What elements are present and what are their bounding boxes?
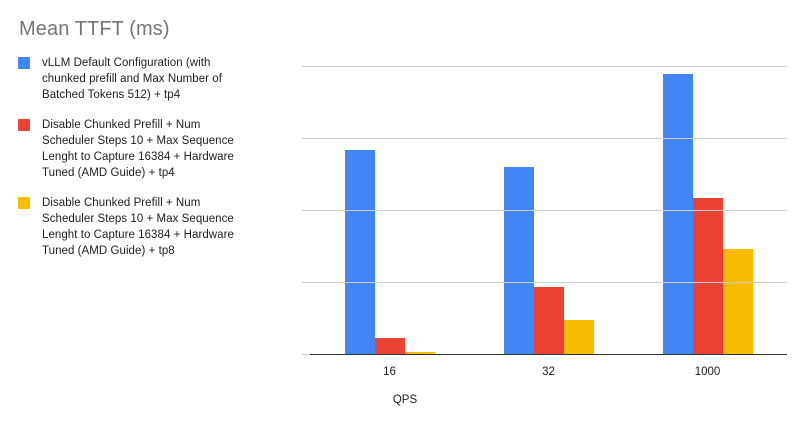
bar[interactable]	[662, 73, 693, 354]
x-tick-label: 32	[542, 366, 555, 378]
bar-group	[503, 66, 594, 354]
x-tick-label: 16	[383, 366, 396, 378]
gridline	[310, 66, 787, 67]
gridline	[310, 210, 787, 211]
gridline	[310, 138, 787, 139]
x-tick-label: 1000	[694, 366, 721, 378]
legend-swatch-icon	[18, 57, 30, 69]
bar-group	[662, 66, 753, 354]
bar[interactable]	[503, 167, 534, 354]
bar[interactable]	[404, 352, 435, 354]
bar[interactable]	[374, 337, 405, 354]
bar[interactable]	[722, 248, 753, 354]
legend-item[interactable]: Disable Chunked Prefill + Num Scheduler …	[18, 117, 243, 181]
x-axis-baseline	[304, 353, 787, 355]
legend-item-label: vLLM Default Configuration (with chunked…	[42, 57, 222, 101]
y-tick-mark	[302, 282, 310, 283]
legend-item[interactable]: vLLM Default Configuration (with chunked…	[18, 55, 243, 103]
legend-swatch-icon	[18, 197, 30, 209]
legend-item-label: Disable Chunked Prefill + Num Scheduler …	[42, 197, 234, 257]
bar[interactable]	[533, 286, 564, 354]
legend-swatch-icon	[18, 119, 30, 131]
x-axis-title: QPS	[392, 394, 418, 406]
legend-item[interactable]: Disable Chunked Prefill + Num Scheduler …	[18, 195, 243, 259]
y-tick-mark	[302, 66, 310, 67]
y-tick-mark	[302, 138, 310, 139]
bar-group	[344, 66, 435, 354]
bar[interactable]	[344, 149, 375, 354]
bars-layer	[310, 66, 787, 354]
plot-area	[302, 66, 787, 355]
chart-title: Mean TTFT (ms)	[19, 18, 170, 40]
bar[interactable]	[563, 320, 594, 354]
chart-legend: vLLM Default Configuration (with chunked…	[18, 55, 243, 273]
y-tick-mark	[302, 354, 310, 355]
y-tick-mark	[302, 210, 310, 211]
legend-item-label: Disable Chunked Prefill + Num Scheduler …	[42, 119, 234, 179]
gridline	[310, 282, 787, 283]
bar[interactable]	[692, 198, 723, 354]
